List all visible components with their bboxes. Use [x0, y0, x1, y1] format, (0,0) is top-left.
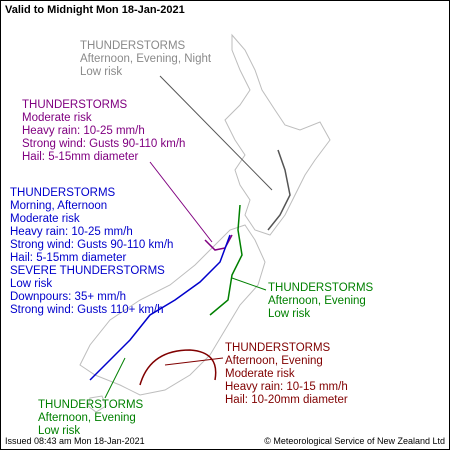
area-text: Afternoon, Evening — [38, 412, 136, 424]
moderate-risk-nelson — [204, 234, 233, 251]
area-text: Strong wind: Gusts 110+ km/h — [10, 304, 164, 316]
pointer — [159, 75, 273, 191]
pointer — [104, 357, 126, 399]
area-text: Strong wind: Gusts 90-110 km/h — [22, 138, 185, 150]
area-text: Heavy rain: 10-15 mm/h — [225, 381, 348, 393]
pointer — [231, 277, 267, 291]
pointer — [149, 161, 213, 243]
area-text: SEVERE THUNDERSTORMS — [10, 265, 165, 277]
warning-lines — [89, 149, 291, 386]
area-text: THUNDERSTORMS — [225, 342, 331, 354]
area-text: Hail: 10-20mm diameter — [225, 394, 348, 406]
pointers — [104, 75, 273, 399]
area-text: Heavy rain: 10-25 mm/h — [10, 226, 133, 238]
issued: Issued 08:43 am Mon 18-Jan-2021 — [5, 436, 145, 446]
area-text: THUNDERSTORMS — [10, 187, 116, 199]
area-text: Strong wind: Gusts 90-110 km/h — [10, 239, 173, 251]
area-text: Hail: 5-15mm diameter — [10, 252, 126, 264]
credit: © Meteorological Service of New Zealand … — [264, 436, 445, 446]
south-island — [79, 224, 266, 396]
stewart-island — [87, 395, 107, 413]
area-text: Moderate risk — [225, 368, 295, 380]
north-island — [224, 33, 331, 236]
area-text: Low risk — [38, 425, 80, 437]
low-risk-east — [209, 204, 243, 316]
area-text: Heavy rain: 10-25 mm/h — [22, 125, 145, 137]
area-text: THUNDERSTORMS — [268, 282, 374, 294]
area-text: Downpours: 35+ mm/h — [10, 291, 126, 303]
area-text: THUNDERSTORMS — [80, 40, 186, 52]
area-text: THUNDERSTORMS — [22, 99, 128, 111]
area-text: Low risk — [10, 278, 52, 290]
area-text: Afternoon, Evening — [225, 355, 323, 367]
low-risk-north — [267, 149, 291, 231]
title: Valid to Midnight Mon 18-Jan-2021 — [5, 4, 185, 16]
pointer — [164, 357, 224, 366]
area-text: Afternoon, Evening, Night — [80, 53, 212, 65]
moderate-risk-south — [139, 349, 217, 386]
area-text: Low risk — [80, 66, 122, 78]
area-text: Low risk — [268, 308, 310, 320]
area-text: Hail: 5-15mm diameter — [22, 151, 138, 163]
area-text: Moderate risk — [22, 112, 92, 124]
area-text: Moderate risk — [10, 213, 80, 225]
west-coast-risk — [89, 234, 231, 381]
area-text: Afternoon, Evening — [268, 295, 366, 307]
area-text: Morning, Afternoon — [10, 200, 107, 212]
area-text: THUNDERSTORMS — [38, 399, 144, 411]
